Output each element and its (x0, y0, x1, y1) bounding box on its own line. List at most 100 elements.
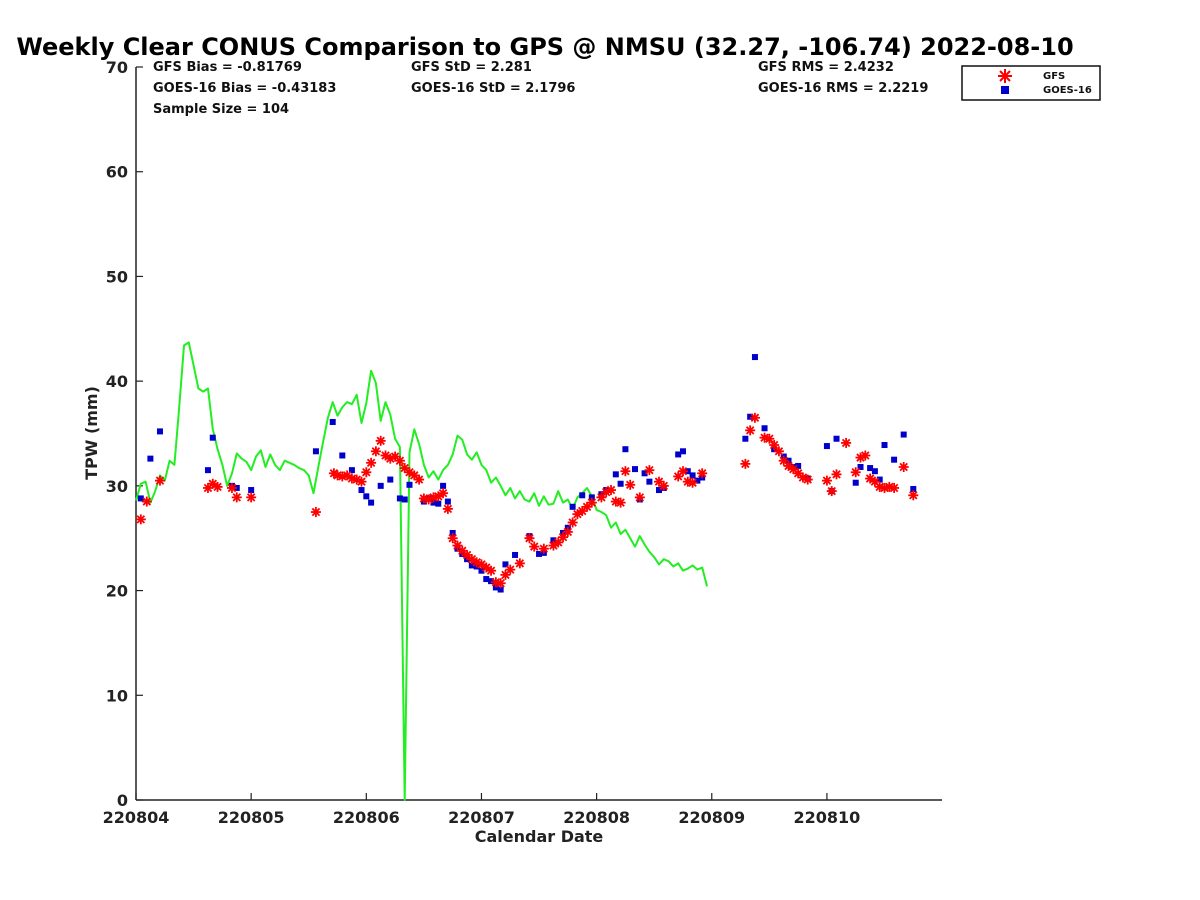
goes-16-point (646, 478, 653, 485)
gfs-std-text: GFS StD = 2.281 (411, 60, 532, 75)
gfs-point (356, 476, 367, 487)
gfs-point (524, 533, 535, 544)
goes-16-point (900, 431, 907, 438)
y-tick-label: 10 (106, 686, 128, 705)
goes-16-point (430, 499, 437, 506)
x-tick-label: 220810 (794, 808, 861, 827)
goes-bias-text: GOES-16 Bias = -0.43183 (153, 81, 336, 96)
gfs-point (850, 467, 861, 478)
y-axis-label: TPW (mm) (82, 386, 101, 480)
goes-16-point (876, 476, 883, 483)
gfs-point (154, 475, 165, 486)
goes-16-point (396, 495, 403, 502)
legend-gfs-label: GFS (1043, 71, 1065, 82)
gfs-series (135, 412, 919, 589)
goes-16-point (641, 470, 648, 477)
gfs-point (749, 412, 760, 423)
goes-16-point (679, 448, 686, 455)
goes-16-point (377, 482, 384, 489)
y-tick-label: 0 (117, 791, 128, 810)
gfs-point (562, 526, 573, 537)
x-axis-label: Calendar Date (475, 827, 604, 846)
goes-16-point (312, 448, 319, 455)
goes-16-point (833, 435, 840, 442)
gfs-point (505, 564, 516, 575)
gfs-point (860, 450, 871, 461)
goes-16-point (401, 496, 408, 503)
y-ticks: 0 10 20 30 40 50 60 70 (106, 58, 143, 810)
gfs-point (898, 462, 909, 473)
gfs-point (366, 457, 377, 468)
gfs-point (141, 496, 152, 507)
goes-16-point (550, 537, 557, 544)
gfs-point (625, 479, 636, 490)
y-tick-label: 50 (106, 267, 128, 286)
y-tick-label: 70 (106, 58, 128, 77)
legend-goes-marker (1001, 86, 1009, 94)
y-tick-label: 30 (106, 477, 128, 496)
x-tick-label: 220808 (563, 808, 630, 827)
gfs-point (586, 497, 597, 508)
gfs-bias-text: GFS Bias = -0.81769 (153, 60, 302, 75)
gfs-point (764, 433, 775, 444)
gfs-point (529, 541, 540, 552)
goes-16-point (329, 418, 336, 425)
y-tick-label: 60 (106, 163, 128, 182)
goes-16-point (387, 476, 394, 483)
goes-std-text: GOES-16 StD = 2.1796 (411, 81, 575, 96)
goes-16-point (363, 493, 370, 500)
goes-16-point (612, 471, 619, 478)
gfs-point (740, 458, 751, 469)
goes-16-point (502, 561, 509, 568)
goes-16-point (449, 529, 456, 536)
gfs-point (644, 465, 655, 476)
gfs-point (908, 490, 919, 501)
gfs-point (889, 482, 900, 493)
goes-16-point (742, 435, 749, 442)
goes-16-point (910, 485, 917, 492)
stats-block: GFS Bias = -0.81769 GOES-16 Bias = -0.43… (153, 60, 928, 117)
gfs-point (495, 578, 506, 589)
goes-16-point (881, 442, 888, 449)
goes-16-point (747, 413, 754, 420)
gfs-point (438, 488, 449, 499)
goes-16-point (761, 425, 768, 432)
goes-16-point (497, 586, 504, 593)
gfs-point (486, 565, 497, 576)
gfs-point (615, 497, 626, 508)
gfs-point (596, 492, 607, 503)
goes-16-point (488, 578, 495, 585)
chart-title: Weekly Clear CONUS Comparison to GPS @ N… (16, 33, 1073, 61)
goes-16-point (891, 456, 898, 463)
goes-16-point (435, 500, 442, 507)
gfs-point (135, 514, 146, 525)
goes-16-point (483, 576, 490, 583)
goes-16-point (147, 455, 154, 462)
goes-16-point (689, 472, 696, 479)
gfs-point (745, 425, 756, 436)
goes-16-point (339, 452, 346, 459)
gfs-point (375, 435, 386, 446)
goes-16-point (622, 446, 629, 453)
goes-16-point (823, 443, 830, 450)
gfs-point (246, 492, 257, 503)
gfs-point (414, 474, 425, 485)
goes-16-point (675, 451, 682, 458)
gfs-point (697, 468, 708, 479)
gfs-point (394, 455, 405, 466)
goes-16-point (617, 480, 624, 487)
goes-16-point (248, 487, 255, 494)
goes-16-point (358, 487, 365, 494)
gfs-point (773, 446, 784, 457)
goes-16-point (348, 467, 355, 474)
legend-box (961, 65, 1101, 101)
gfs-point (841, 437, 852, 448)
goes-16-point (751, 354, 758, 361)
goes-16-point (137, 495, 144, 502)
goes-16-point (492, 584, 499, 591)
gfs-point (452, 540, 463, 551)
goes-16-point (588, 494, 595, 501)
goes-16-point (579, 492, 586, 499)
gfs-point (658, 480, 669, 491)
